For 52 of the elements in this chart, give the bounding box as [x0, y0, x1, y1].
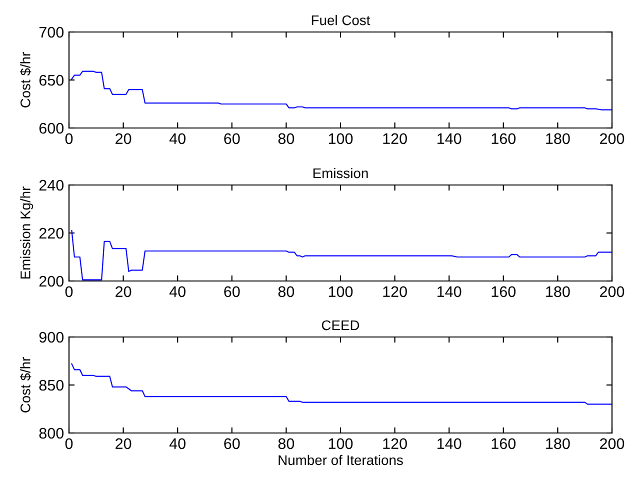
x-tick-label: 160 — [492, 286, 516, 298]
y-tick-label: 600 — [39, 122, 64, 134]
y-axis-title: Cost $/hr — [20, 357, 32, 412]
x-tick-label: 80 — [278, 438, 294, 450]
x-tick-label: 20 — [116, 438, 132, 450]
x-tick-label: 200 — [600, 133, 624, 144]
x-axis-title: Number of Iterations — [278, 454, 403, 466]
y-tick-label: 200 — [39, 276, 64, 287]
y-tick-label: 650 — [39, 74, 64, 86]
x-tick-label: 80 — [278, 286, 294, 298]
y-tick-label: 800 — [39, 428, 64, 439]
x-tick-label: 40 — [169, 133, 186, 144]
y-axis-title: Emission Kg/hr — [20, 186, 34, 279]
x-tick-label: 200 — [600, 286, 624, 298]
x-tick-label: 140 — [438, 133, 462, 144]
x-tick-label: 140 — [438, 438, 462, 450]
y-tick-label: 220 — [39, 228, 64, 239]
x-tick-label: 80 — [278, 133, 294, 144]
chart-title: CEED — [322, 320, 360, 330]
x-tick-label: 60 — [224, 438, 240, 450]
x-tick-label: 180 — [546, 438, 570, 450]
y-tick-label: 850 — [39, 380, 64, 391]
x-tick-label: 120 — [383, 438, 407, 450]
x-tick-label: 160 — [492, 133, 516, 144]
chart-title: Emission — [313, 168, 368, 178]
x-tick-label: 160 — [492, 438, 516, 450]
chart-title: Fuel Cost — [312, 14, 370, 26]
x-tick-label: 40 — [169, 438, 186, 450]
x-tick-label: 180 — [546, 133, 570, 144]
x-tick-label: 40 — [169, 286, 186, 298]
line-series — [71, 230, 612, 280]
y-tick-label: 700 — [39, 26, 64, 38]
x-tick-label: 140 — [438, 286, 462, 298]
x-tick-label: 180 — [546, 286, 570, 298]
x-tick-label: 200 — [600, 438, 624, 450]
x-tick-label: 20 — [116, 133, 132, 144]
x-tick-label: 120 — [383, 286, 407, 298]
x-tick-label: 100 — [328, 133, 353, 144]
x-tick-label: 0 — [65, 133, 73, 144]
x-tick-label: 60 — [224, 133, 240, 144]
x-tick-label: 120 — [383, 133, 407, 144]
y-axis-title: Cost $/hr — [20, 52, 32, 108]
y-tick-label: 900 — [39, 332, 64, 343]
line-series — [71, 70, 612, 110]
x-tick-label: 100 — [328, 438, 353, 450]
x-tick-label: 60 — [224, 286, 240, 298]
x-tick-label: 20 — [116, 286, 132, 298]
x-tick-label: 0 — [65, 286, 73, 298]
line-series — [71, 363, 612, 405]
x-tick-label: 0 — [65, 438, 73, 450]
y-tick-label: 240 — [39, 180, 64, 191]
x-tick-label: 100 — [328, 286, 353, 298]
